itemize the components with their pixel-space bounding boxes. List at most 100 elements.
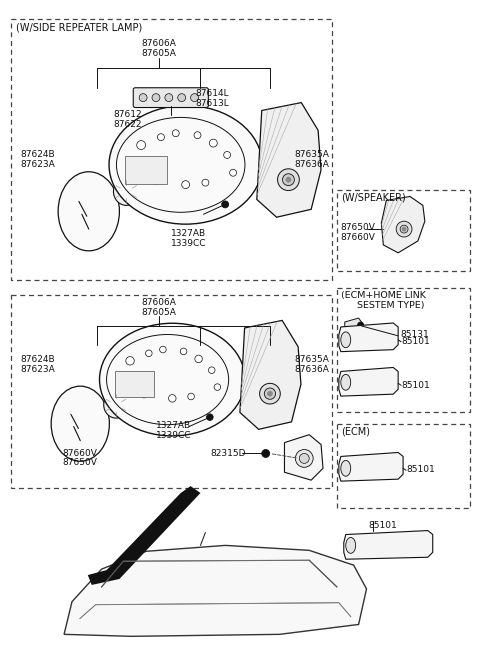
Ellipse shape: [120, 184, 133, 199]
Ellipse shape: [341, 461, 351, 476]
Text: 87660V: 87660V: [62, 448, 97, 457]
Bar: [337, 190, 470, 271]
Ellipse shape: [283, 174, 294, 186]
Polygon shape: [344, 531, 433, 559]
Ellipse shape: [51, 386, 109, 461]
Bar: [11, 19, 332, 281]
Ellipse shape: [99, 323, 245, 436]
Ellipse shape: [341, 332, 351, 348]
Ellipse shape: [229, 169, 237, 176]
Ellipse shape: [109, 397, 122, 412]
Ellipse shape: [208, 367, 215, 373]
Polygon shape: [88, 486, 201, 585]
Ellipse shape: [152, 175, 160, 184]
Text: 87650V: 87650V: [62, 459, 97, 468]
Ellipse shape: [400, 225, 408, 233]
Text: 87612: 87612: [113, 110, 142, 119]
Ellipse shape: [191, 94, 199, 101]
Ellipse shape: [209, 139, 217, 147]
Bar: [11, 295, 332, 488]
Ellipse shape: [178, 94, 186, 101]
Ellipse shape: [195, 355, 203, 362]
FancyBboxPatch shape: [133, 88, 208, 108]
Polygon shape: [339, 368, 398, 396]
Polygon shape: [64, 546, 367, 637]
Text: (W/SPEAKER): (W/SPEAKER): [341, 192, 406, 203]
Ellipse shape: [346, 537, 356, 553]
Polygon shape: [285, 435, 323, 480]
Bar: [337, 288, 470, 412]
Ellipse shape: [341, 374, 351, 390]
Ellipse shape: [194, 132, 201, 139]
Polygon shape: [339, 323, 398, 352]
Text: 82315D: 82315D: [210, 448, 246, 457]
Ellipse shape: [152, 94, 160, 101]
Text: 85101: 85101: [401, 337, 430, 346]
Text: (ECM+HOME LINK: (ECM+HOME LINK: [341, 292, 426, 301]
Ellipse shape: [137, 141, 145, 150]
Text: 87606A: 87606A: [142, 39, 176, 48]
Ellipse shape: [126, 357, 134, 365]
Text: 87623A: 87623A: [21, 160, 55, 169]
Ellipse shape: [396, 221, 412, 237]
Text: (ECM): (ECM): [341, 427, 370, 437]
Polygon shape: [345, 318, 363, 332]
Text: 87635A: 87635A: [294, 150, 329, 159]
Polygon shape: [381, 197, 425, 253]
Ellipse shape: [58, 172, 120, 251]
Ellipse shape: [224, 152, 230, 159]
Text: 87650V: 87650V: [341, 223, 376, 232]
Text: (W/SIDE REPEATER LAMP): (W/SIDE REPEATER LAMP): [16, 23, 142, 32]
Ellipse shape: [402, 227, 406, 231]
Text: 87605A: 87605A: [142, 49, 176, 58]
Text: 87622: 87622: [113, 121, 142, 130]
Ellipse shape: [300, 453, 309, 463]
Text: 87660V: 87660V: [341, 233, 376, 242]
Text: 87613L: 87613L: [195, 99, 229, 108]
Ellipse shape: [140, 390, 148, 398]
Ellipse shape: [180, 348, 187, 355]
Ellipse shape: [165, 94, 173, 101]
Ellipse shape: [168, 395, 176, 402]
Bar: [125, 156, 167, 184]
Ellipse shape: [222, 201, 228, 208]
Ellipse shape: [157, 134, 164, 141]
Text: 85101: 85101: [406, 465, 435, 474]
Ellipse shape: [260, 383, 280, 404]
Text: 1327AB: 1327AB: [156, 421, 191, 430]
Text: 87636A: 87636A: [294, 160, 329, 169]
Polygon shape: [257, 103, 321, 217]
Ellipse shape: [262, 450, 270, 457]
Text: 87605A: 87605A: [142, 308, 176, 317]
Text: 87636A: 87636A: [294, 364, 329, 373]
Ellipse shape: [109, 106, 262, 224]
Ellipse shape: [206, 414, 213, 421]
Ellipse shape: [113, 177, 139, 205]
Ellipse shape: [268, 392, 272, 396]
Text: 85101: 85101: [369, 521, 397, 530]
Text: 87624B: 87624B: [21, 150, 55, 159]
Ellipse shape: [139, 94, 147, 101]
Text: 87623A: 87623A: [21, 364, 55, 373]
Polygon shape: [339, 453, 403, 481]
Ellipse shape: [104, 392, 128, 418]
Text: 1339CC: 1339CC: [171, 239, 206, 248]
Ellipse shape: [160, 346, 166, 353]
Text: 87614L: 87614L: [195, 89, 229, 98]
Ellipse shape: [172, 130, 179, 137]
Ellipse shape: [182, 181, 190, 188]
Text: 85131: 85131: [400, 330, 429, 339]
Text: 1327AB: 1327AB: [171, 229, 206, 238]
Bar: [337, 424, 470, 508]
Text: 1339CC: 1339CC: [156, 431, 192, 440]
Bar: [115, 371, 155, 397]
Ellipse shape: [264, 388, 276, 399]
Ellipse shape: [295, 450, 313, 468]
Text: 87624B: 87624B: [21, 355, 55, 364]
Ellipse shape: [188, 393, 194, 400]
Ellipse shape: [277, 169, 300, 190]
Ellipse shape: [286, 177, 291, 182]
Ellipse shape: [358, 322, 363, 328]
Text: 85101: 85101: [401, 381, 430, 390]
Text: SESTEM TYPE): SESTEM TYPE): [357, 301, 424, 310]
